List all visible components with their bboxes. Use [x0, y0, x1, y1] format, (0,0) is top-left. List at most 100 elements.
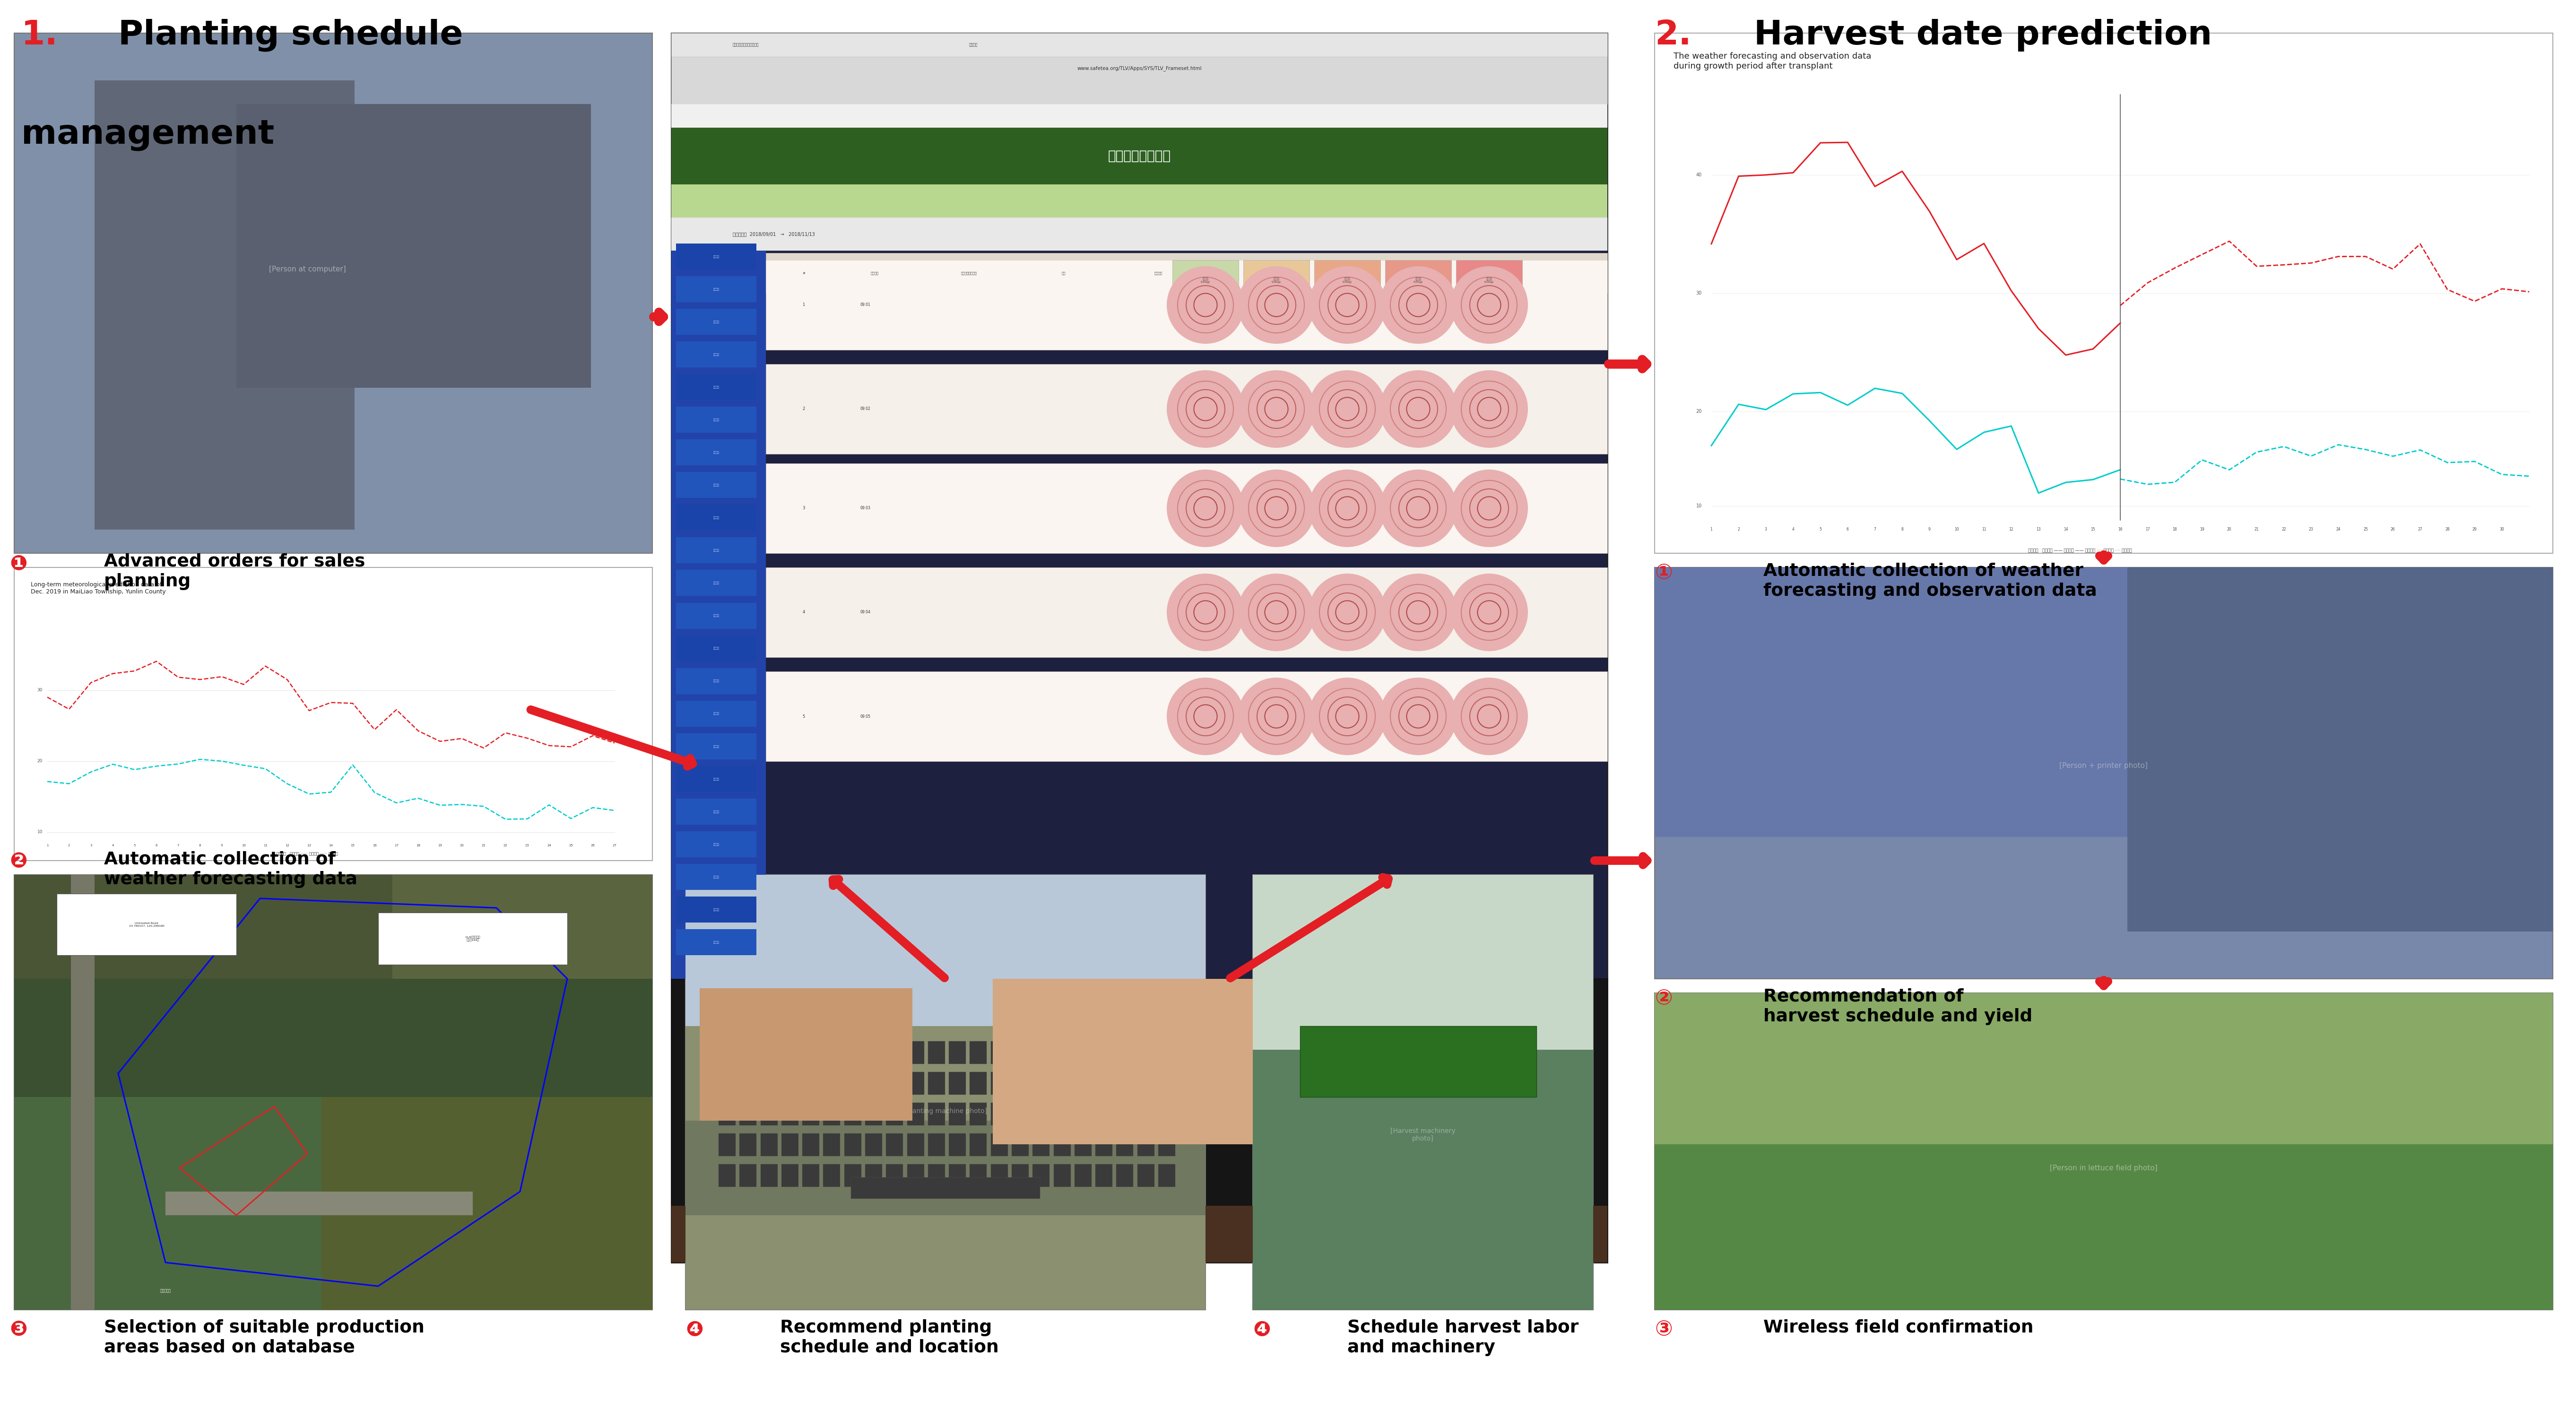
- FancyBboxPatch shape: [824, 1134, 840, 1157]
- FancyBboxPatch shape: [675, 440, 757, 466]
- Text: 27: 27: [613, 844, 616, 847]
- Text: 2.: 2.: [1654, 19, 1692, 51]
- FancyBboxPatch shape: [845, 1072, 860, 1095]
- FancyBboxPatch shape: [850, 1178, 1041, 1198]
- FancyBboxPatch shape: [1033, 1041, 1048, 1064]
- Text: 預定採收日: 預定採收日: [1247, 271, 1257, 274]
- Text: 作業項目: 作業項目: [714, 386, 719, 388]
- Text: 建議採收
0.00(g): 建議採收 0.00(g): [1414, 277, 1422, 283]
- FancyBboxPatch shape: [1136, 1134, 1154, 1157]
- FancyBboxPatch shape: [760, 1041, 778, 1064]
- Text: 11月03日: 11月03日: [1507, 271, 1520, 274]
- FancyBboxPatch shape: [801, 1134, 819, 1157]
- Circle shape: [1236, 678, 1316, 755]
- FancyBboxPatch shape: [672, 104, 1607, 127]
- Circle shape: [1309, 574, 1386, 651]
- FancyBboxPatch shape: [1074, 1041, 1092, 1064]
- Circle shape: [1236, 370, 1316, 448]
- FancyBboxPatch shape: [1012, 1041, 1028, 1064]
- FancyBboxPatch shape: [781, 1134, 799, 1157]
- FancyBboxPatch shape: [675, 864, 757, 890]
- Text: 12: 12: [2009, 527, 2014, 531]
- FancyBboxPatch shape: [1074, 1072, 1092, 1095]
- FancyBboxPatch shape: [675, 831, 757, 857]
- FancyBboxPatch shape: [1159, 1102, 1175, 1125]
- FancyBboxPatch shape: [1244, 260, 1309, 300]
- FancyBboxPatch shape: [675, 668, 757, 694]
- FancyBboxPatch shape: [1654, 992, 2553, 1144]
- Text: 13: 13: [2035, 527, 2040, 531]
- FancyBboxPatch shape: [992, 1072, 1007, 1095]
- FancyBboxPatch shape: [765, 253, 1607, 293]
- Text: Schedule harvest labor
and machinery: Schedule harvest labor and machinery: [1347, 1319, 1579, 1357]
- FancyBboxPatch shape: [1012, 1102, 1028, 1125]
- FancyBboxPatch shape: [992, 1164, 1007, 1187]
- FancyBboxPatch shape: [237, 104, 590, 388]
- Text: 田間作業: 田間作業: [714, 353, 719, 356]
- FancyBboxPatch shape: [907, 1164, 925, 1187]
- FancyBboxPatch shape: [1095, 1102, 1113, 1125]
- FancyBboxPatch shape: [948, 1164, 966, 1187]
- Text: 09:02: 09:02: [860, 407, 871, 411]
- FancyBboxPatch shape: [781, 1072, 799, 1095]
- Text: ③: ③: [1654, 1319, 1672, 1339]
- Text: 種植日期：  2018/09/01   →   2018/11/13: 種植日期： 2018/09/01 → 2018/11/13: [732, 231, 814, 237]
- Text: 24: 24: [2336, 527, 2342, 531]
- FancyBboxPatch shape: [1136, 1164, 1154, 1187]
- Circle shape: [1381, 470, 1458, 547]
- FancyBboxPatch shape: [927, 1164, 945, 1187]
- FancyBboxPatch shape: [1115, 1134, 1133, 1157]
- FancyBboxPatch shape: [992, 1102, 1007, 1125]
- FancyBboxPatch shape: [760, 1102, 778, 1125]
- FancyBboxPatch shape: [969, 1164, 987, 1187]
- Text: [Person + printer photo]: [Person + printer photo]: [2061, 763, 2148, 770]
- Text: 23: 23: [526, 844, 531, 847]
- FancyBboxPatch shape: [675, 701, 757, 727]
- Circle shape: [1309, 370, 1386, 448]
- FancyBboxPatch shape: [675, 341, 757, 367]
- Circle shape: [1167, 678, 1244, 755]
- Text: 作業項目: 作業項目: [714, 484, 719, 487]
- FancyBboxPatch shape: [719, 1164, 737, 1187]
- FancyBboxPatch shape: [948, 1102, 966, 1125]
- Text: 26: 26: [590, 844, 595, 847]
- Text: 17: 17: [2146, 527, 2151, 531]
- FancyBboxPatch shape: [1054, 1102, 1072, 1125]
- FancyBboxPatch shape: [765, 567, 1607, 657]
- Text: 田間作業: 田間作業: [714, 647, 719, 650]
- FancyBboxPatch shape: [675, 798, 757, 824]
- FancyBboxPatch shape: [1115, 1102, 1133, 1125]
- Circle shape: [1167, 574, 1244, 651]
- FancyBboxPatch shape: [675, 765, 757, 793]
- FancyBboxPatch shape: [927, 1102, 945, 1125]
- FancyBboxPatch shape: [801, 1041, 819, 1064]
- FancyBboxPatch shape: [1159, 1164, 1175, 1187]
- FancyBboxPatch shape: [1115, 1041, 1133, 1064]
- Text: 田間作業: 田間作業: [714, 550, 719, 551]
- FancyBboxPatch shape: [392, 875, 652, 978]
- Circle shape: [1450, 266, 1528, 344]
- FancyBboxPatch shape: [675, 473, 757, 498]
- Circle shape: [1236, 574, 1316, 651]
- Text: ❶: ❶: [10, 553, 28, 574]
- Circle shape: [1309, 678, 1386, 755]
- FancyBboxPatch shape: [675, 733, 757, 760]
- FancyBboxPatch shape: [969, 1072, 987, 1095]
- FancyBboxPatch shape: [1012, 1164, 1028, 1187]
- FancyBboxPatch shape: [948, 1072, 966, 1095]
- FancyBboxPatch shape: [675, 537, 757, 564]
- FancyBboxPatch shape: [675, 504, 757, 531]
- Text: 14: 14: [330, 844, 332, 847]
- Text: 安全出場: 安全出場: [1154, 271, 1162, 274]
- FancyBboxPatch shape: [907, 1041, 925, 1064]
- Text: 18: 18: [2172, 527, 2177, 531]
- FancyBboxPatch shape: [1095, 1041, 1113, 1064]
- FancyBboxPatch shape: [1136, 1072, 1154, 1095]
- FancyBboxPatch shape: [907, 1102, 925, 1125]
- FancyBboxPatch shape: [801, 1072, 819, 1095]
- FancyBboxPatch shape: [1159, 1134, 1175, 1157]
- FancyBboxPatch shape: [1012, 1134, 1028, 1157]
- FancyBboxPatch shape: [1654, 567, 2128, 837]
- FancyBboxPatch shape: [675, 407, 757, 433]
- FancyBboxPatch shape: [760, 1134, 778, 1157]
